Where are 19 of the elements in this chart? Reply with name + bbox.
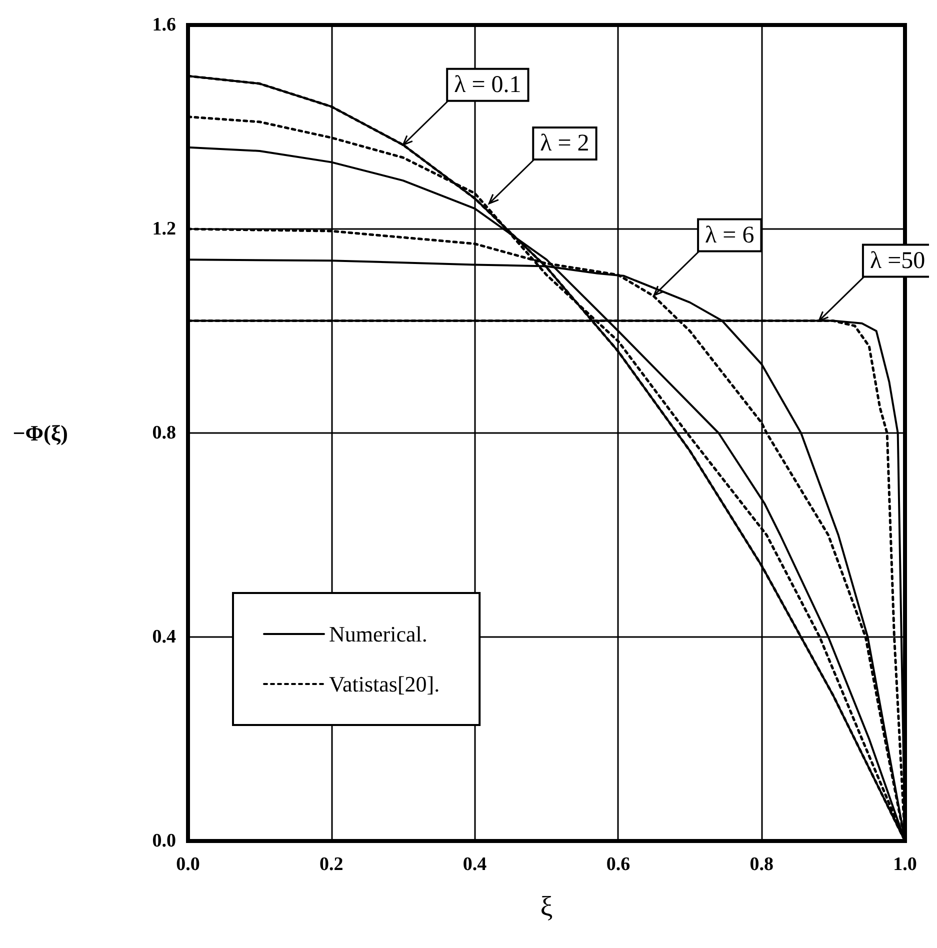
x-tick-label: 0.6 [606,854,630,875]
annotation: λ = 2 [540,130,590,156]
y-tick-label: 1.6 [152,14,176,36]
y-tick-label: 0.0 [152,830,176,852]
y-tick-label: 0.4 [152,626,176,648]
x-tick-label: 0.0 [176,854,200,875]
y-tick-label: 1.2 [152,218,176,240]
annotation: λ =50 [870,248,926,274]
x-tick-label: 1.0 [893,854,917,875]
legend-label: Numerical. [329,622,428,646]
x-axis-title: ξ [540,892,553,922]
legend-label: Vatistas[20]. [329,672,440,696]
y-tick-label: 0.8 [152,422,176,444]
annotation: λ = 0.1 [454,72,522,98]
x-tick-label: 0.8 [750,854,774,875]
x-tick-label: 0.4 [462,854,488,875]
x-tick-label: 0.2 [320,854,344,875]
y-axis-title: −Φ(ξ) [12,420,68,446]
annotation: λ = 6 [705,222,754,248]
